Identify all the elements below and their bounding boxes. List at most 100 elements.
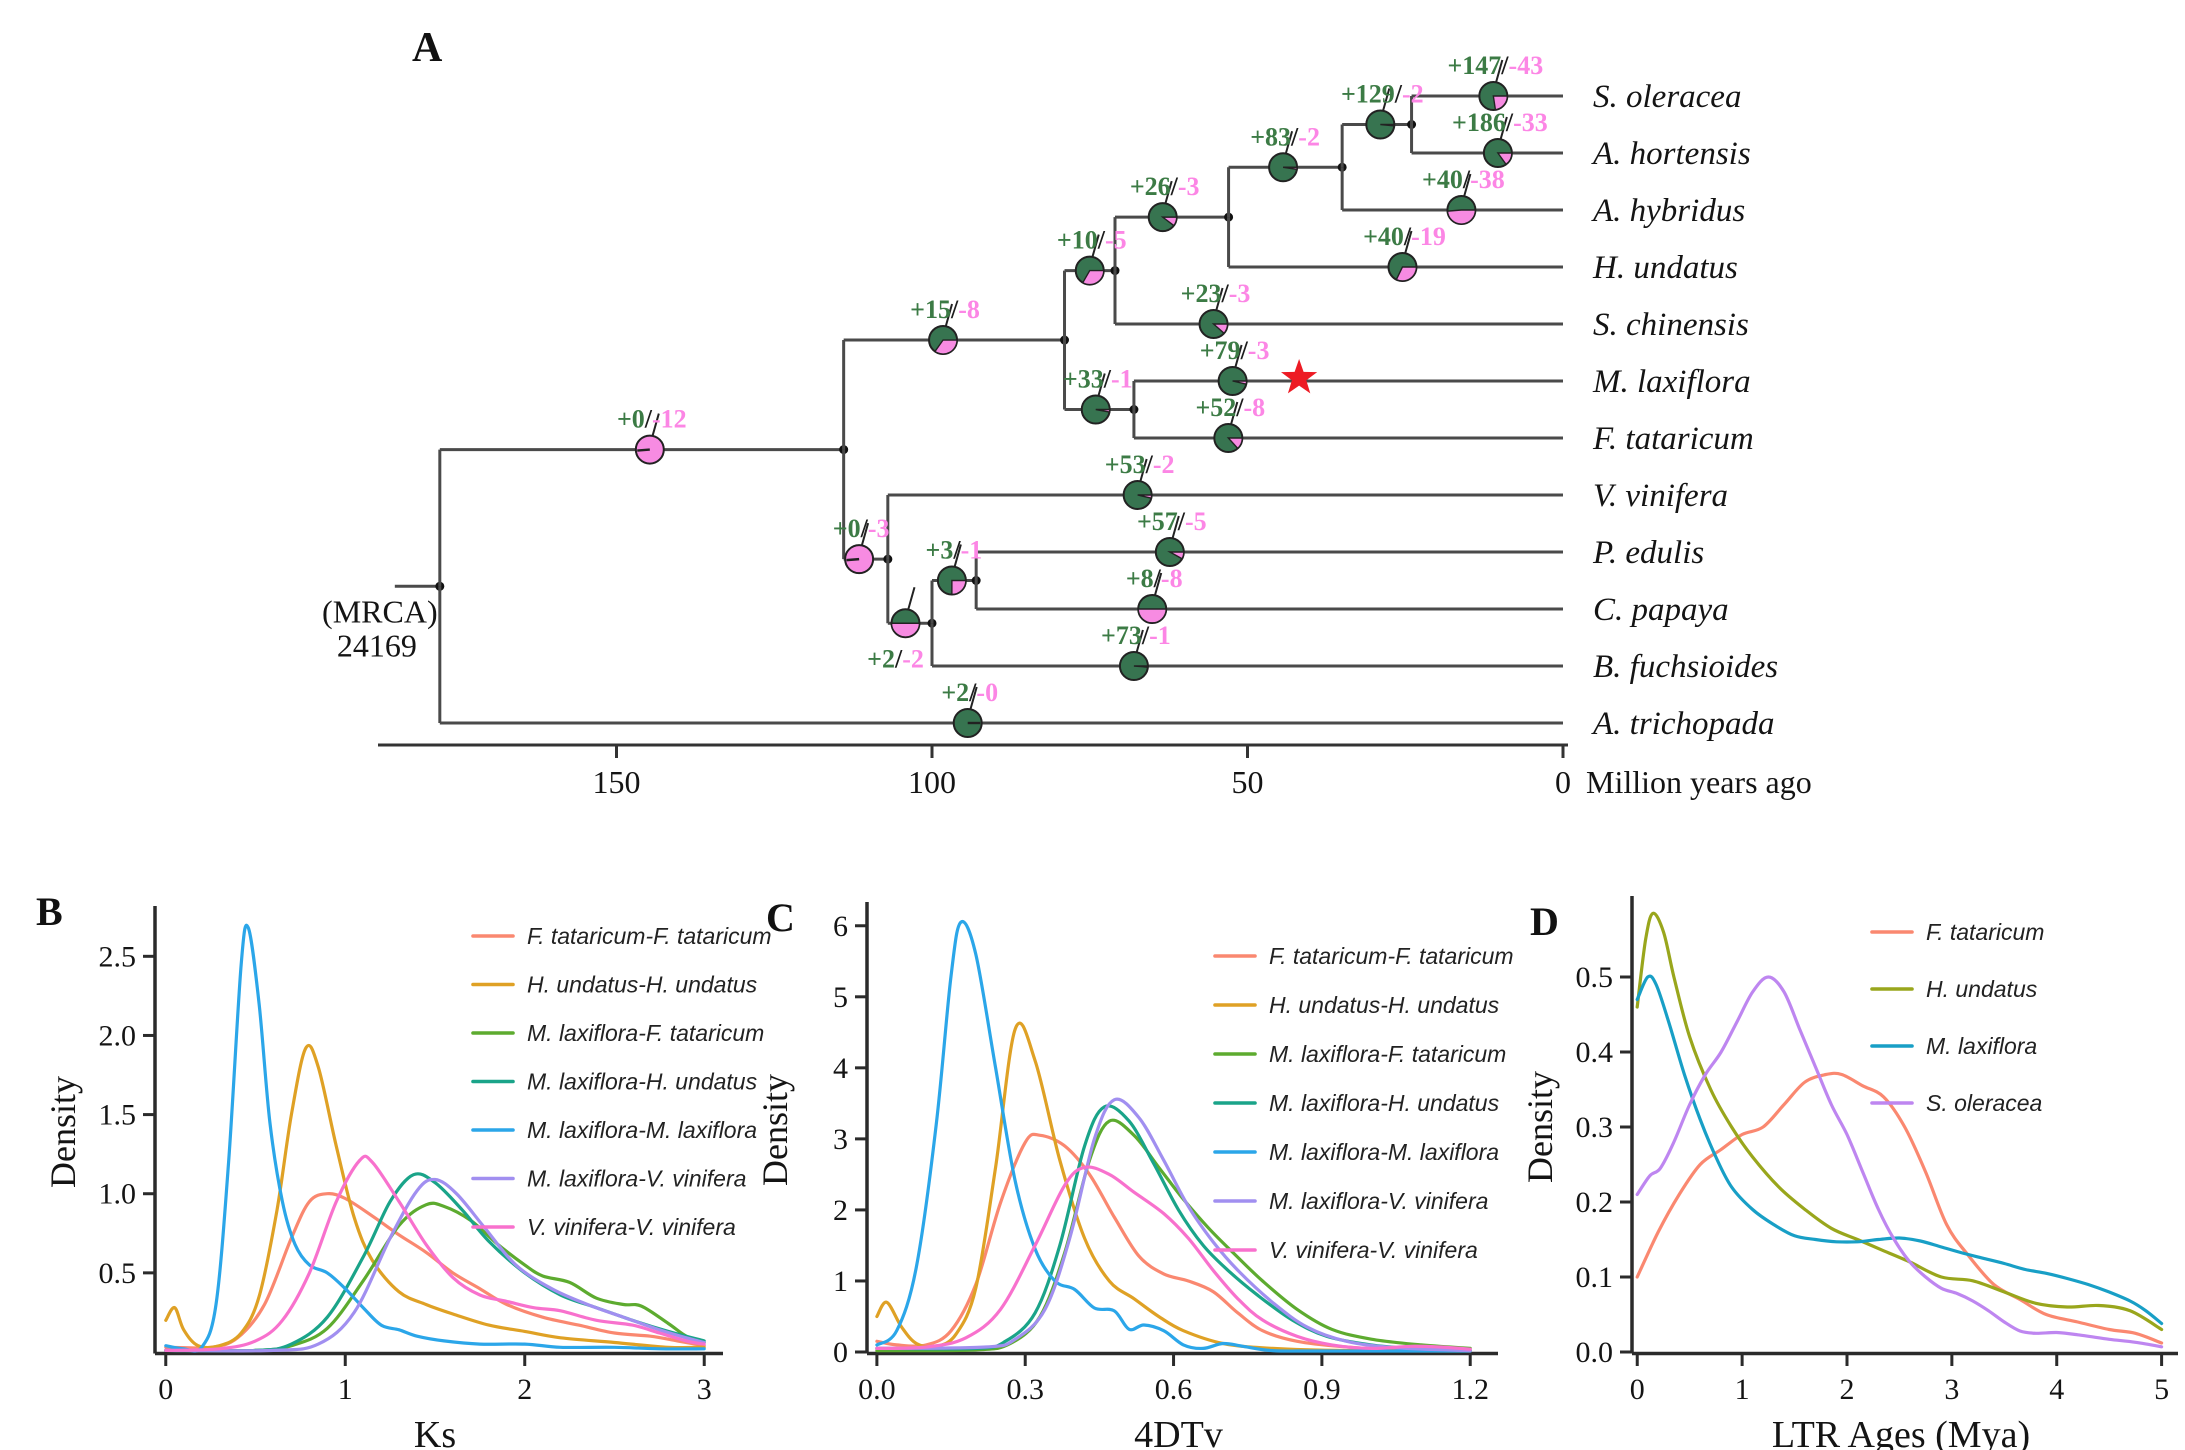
node-internal-loss: -5 [1105, 226, 1127, 255]
x-axis-title: Ks [414, 1414, 456, 1450]
node-f--tataricum [1213, 401, 1244, 453]
curve-m--laxiflora-v--vinifera [875, 1097, 1472, 1353]
legend-label: M. laxiflora-V. vinifera [527, 1166, 746, 1192]
y-tick-label: 1.0 [99, 1178, 137, 1211]
curve-v--vinifera-v--vinifera [875, 1165, 1472, 1351]
axes: 0.0 0.3 0.6 0.9 1.2 0 1 2 3 4 5 6 [833, 902, 1498, 1406]
node-internal-pie-wedge [933, 339, 958, 355]
panel-a-letter: A [412, 25, 443, 71]
node-s--oleracea [1478, 59, 1509, 111]
x-axis-title: LTR Ages (Mya) [1772, 1414, 2030, 1450]
legend-label: M. laxiflora-M. laxiflora [527, 1117, 757, 1143]
node-b--fuchsioides-gain: +73 [1101, 621, 1142, 650]
y-tick-label: 0.5 [1576, 961, 1614, 994]
node-a--hybridus-slash: / [1462, 165, 1471, 194]
node-v--vinifera-gain: +53 [1105, 450, 1146, 479]
curve-f--tataricum-f--tataricum [875, 1132, 1472, 1353]
time-axis-unit-label: Million years ago [1586, 764, 1812, 800]
x-axis-title: 4DTv [1134, 1414, 1223, 1450]
y-tick-label: 6 [833, 910, 848, 943]
panel-b-letter: B [36, 889, 63, 934]
node-internal-pie-wedge [951, 579, 967, 596]
node-p--edulis [1154, 515, 1185, 567]
x-tick-label: 1 [1735, 1373, 1750, 1406]
node-m--laxiflora [1217, 344, 1248, 396]
node-a--trichopada-gain: +2 [941, 678, 969, 707]
y-axis-title: Density [43, 1076, 83, 1188]
curve-s--oleracea [1635, 975, 2164, 1349]
node-b--fuchsioides-slash: / [1141, 621, 1150, 650]
node-internal [1080, 373, 1111, 425]
node-m--laxiflora-pie-wedge [1232, 380, 1248, 386]
curve-h--undatus [1635, 911, 2164, 1332]
tip-label-node-a--hybridus: A. hybridus [1591, 193, 1745, 229]
x-tick-label: 0.3 [1006, 1373, 1043, 1406]
time-axis-tick-label: 0 [1555, 764, 1571, 800]
time-axis-tick-label: 100 [908, 764, 956, 800]
node-s--oleracea-loss: -43 [1509, 51, 1544, 80]
y-tick-label: 5 [833, 981, 848, 1014]
node-b--fuchsioides [1118, 629, 1149, 681]
node-s--oleracea-label: +147/-43 [1447, 51, 1543, 80]
node-a--hortensis-slash: / [1505, 108, 1514, 137]
node-internal-gain: +3 [926, 536, 954, 565]
node-f--tataricum-pie-wedge [1226, 437, 1244, 450]
node-internal-slash: / [952, 536, 961, 565]
y-axis-title: Density [755, 1074, 795, 1186]
tip-label-node-s--chinensis: S. chinensis [1593, 307, 1749, 343]
node-internal [936, 544, 967, 596]
node-a--hortensis-loss: -33 [1513, 108, 1548, 137]
node-internal-loss: -1 [961, 536, 983, 565]
curve-f--tataricum [1635, 1071, 2164, 1345]
tip-label-node-a--trichopada: A. trichopada [1591, 706, 1774, 742]
node-h--undatus-pie-wedge [1395, 266, 1418, 282]
node-v--vinifera-loss: -2 [1153, 450, 1175, 479]
y-tick-label: 0.3 [1576, 1111, 1614, 1144]
node-v--vinifera-label: +53/-2 [1105, 450, 1175, 479]
node-internal [890, 586, 921, 639]
y-tick-label: 0.5 [99, 1257, 137, 1290]
tip-label-node-s--oleracea: S. oleracea [1593, 79, 1741, 115]
y-tick-label: 0.1 [1576, 1261, 1614, 1294]
node-f--tataricum-gain: +52 [1195, 393, 1236, 422]
node-internal-pie-notch [846, 557, 860, 562]
tree-node-pies [634, 59, 1513, 738]
tree-labels: +0/-12+15/-8+10/-5+26/-3+83/-2+129/-2+14… [322, 51, 1778, 742]
node-internal-slash: / [644, 405, 653, 434]
mrca-label: (MRCA) [322, 593, 438, 629]
legend-label: F. tataricum-F. tataricum [527, 923, 772, 949]
node-v--vinifera [1122, 458, 1153, 510]
legend-label: H. undatus-H. undatus [527, 972, 758, 998]
node-internal [928, 303, 959, 356]
node-a--trichopada-label: +2/-0 [941, 678, 998, 707]
node-internal-gain: +15 [910, 295, 951, 324]
node-c--papaya [1137, 572, 1168, 624]
node-h--undatus-label: +40/-19 [1363, 222, 1446, 251]
tip-label-node-f--tataricum: F. tataricum [1592, 421, 1754, 457]
phylogenetic-tree: +0/-12+15/-8+10/-5+26/-3+83/-2+129/-2+14… [322, 51, 1812, 800]
node-b--fuchsioides-pie-wedge [1133, 665, 1149, 668]
node-a--hybridus [1446, 173, 1477, 225]
legend-label: M. laxiflora [1926, 1033, 2037, 1059]
node-internal-slash: / [1103, 365, 1112, 394]
y-tick-label: 0 [833, 1336, 848, 1369]
node-internal-pie-wedge [1380, 123, 1396, 127]
node-m--laxiflora-label: +79/-3 [1200, 336, 1270, 365]
node-a--trichopada [952, 686, 983, 738]
node-internal-slash: / [1290, 122, 1299, 151]
node-c--papaya-slash: / [1153, 564, 1162, 593]
node-p--edulis-label: +57/-5 [1137, 507, 1207, 536]
legend-label: M. laxiflora-M. laxiflora [1269, 1139, 1499, 1165]
legend-label: F. tataricum [1926, 919, 2044, 945]
y-tick-label: 1.5 [99, 1099, 137, 1132]
node-p--edulis-slash: / [1177, 507, 1186, 536]
node-internal-pie-wedge [1095, 408, 1111, 413]
node-internal [1268, 130, 1299, 183]
panel-c-letter: C [766, 895, 795, 940]
legend-label: M. laxiflora-F. tataricum [527, 1020, 764, 1046]
node-internal-label: +83/-2 [1250, 122, 1320, 151]
node-h--undatus [1387, 230, 1418, 282]
series-curves [1635, 911, 2164, 1349]
node-a--trichopada-loss: -0 [976, 678, 998, 707]
node-m--laxiflora-slash: / [1240, 336, 1249, 365]
